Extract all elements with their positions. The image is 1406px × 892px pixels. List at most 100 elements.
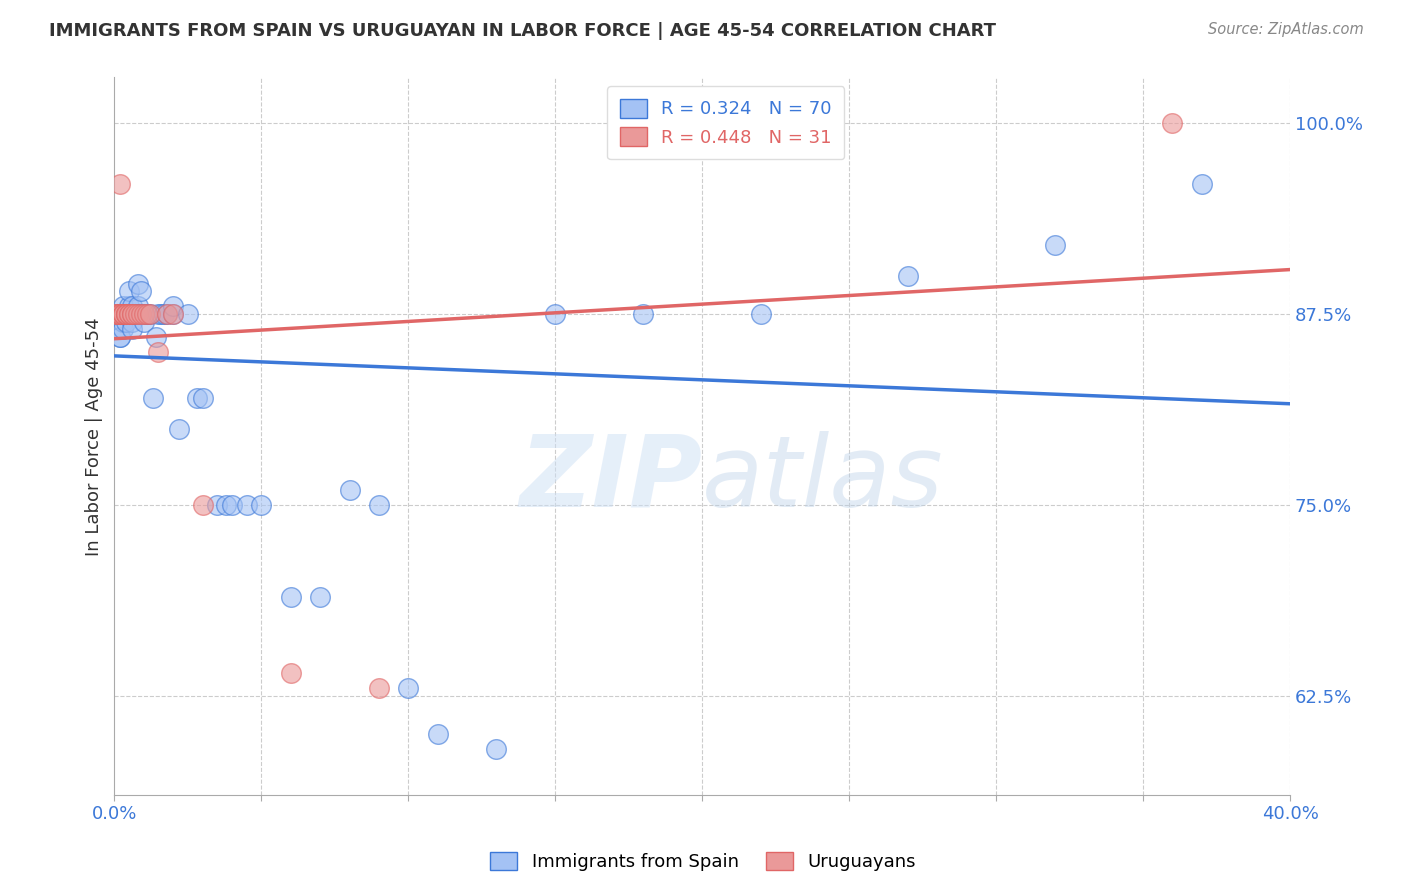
Point — [167, 422, 190, 436]
Point — [115, 307, 138, 321]
Point — [221, 498, 243, 512]
Point — [156, 307, 179, 321]
Point — [118, 300, 141, 314]
Point — [115, 307, 138, 321]
Point — [368, 681, 391, 696]
Point — [121, 315, 143, 329]
Point — [115, 307, 138, 321]
Point — [115, 315, 138, 329]
Point — [112, 307, 135, 321]
Point — [112, 307, 135, 321]
Point — [110, 330, 132, 344]
Point — [127, 307, 149, 321]
Point — [124, 307, 146, 321]
Point — [749, 307, 772, 321]
Point — [127, 277, 149, 291]
Text: IMMIGRANTS FROM SPAIN VS URUGUAYAN IN LABOR FORCE | AGE 45-54 CORRELATION CHART: IMMIGRANTS FROM SPAIN VS URUGUAYAN IN LA… — [49, 22, 997, 40]
Point — [105, 307, 128, 321]
Point — [110, 307, 132, 321]
Text: Source: ZipAtlas.com: Source: ZipAtlas.com — [1208, 22, 1364, 37]
Point — [110, 307, 132, 321]
Point — [135, 307, 157, 321]
Point — [132, 315, 155, 329]
Point — [426, 727, 449, 741]
Point — [112, 307, 135, 321]
Point — [132, 307, 155, 321]
Point — [118, 307, 141, 321]
Y-axis label: In Labor Force | Age 45-54: In Labor Force | Age 45-54 — [86, 317, 103, 556]
Point — [186, 391, 208, 405]
Point — [145, 330, 167, 344]
Point — [148, 345, 170, 359]
Point — [162, 307, 184, 321]
Point — [1161, 116, 1184, 130]
Point — [110, 307, 132, 321]
Legend: Immigrants from Spain, Uruguayans: Immigrants from Spain, Uruguayans — [482, 845, 924, 879]
Point — [544, 307, 567, 321]
Point — [124, 307, 146, 321]
Point — [280, 665, 302, 680]
Point — [110, 330, 132, 344]
Point — [138, 307, 160, 321]
Point — [339, 483, 361, 497]
Point — [115, 307, 138, 321]
Point — [132, 307, 155, 321]
Point — [368, 498, 391, 512]
Point — [124, 307, 146, 321]
Point — [235, 498, 257, 512]
Point — [633, 307, 655, 321]
Point — [129, 307, 152, 321]
Point — [112, 307, 135, 321]
Point — [280, 590, 302, 604]
Point — [150, 307, 173, 321]
Point — [115, 307, 138, 321]
Point — [897, 268, 920, 283]
Point — [207, 498, 229, 512]
Point — [118, 307, 141, 321]
Point — [121, 307, 143, 321]
Point — [309, 590, 332, 604]
Point — [215, 498, 238, 512]
Point — [121, 322, 143, 336]
Point — [124, 307, 146, 321]
Point — [105, 307, 128, 321]
Point — [1043, 238, 1066, 252]
Point — [112, 322, 135, 336]
Point — [153, 307, 176, 321]
Legend: R = 0.324   N = 70, R = 0.448   N = 31: R = 0.324 N = 70, R = 0.448 N = 31 — [607, 87, 845, 160]
Point — [105, 307, 128, 321]
Point — [121, 300, 143, 314]
Point — [115, 307, 138, 321]
Point — [112, 307, 135, 321]
Text: ZIP: ZIP — [519, 431, 702, 528]
Point — [250, 498, 273, 512]
Point — [105, 307, 128, 321]
Point — [127, 307, 149, 321]
Point — [112, 307, 135, 321]
Point — [110, 178, 132, 192]
Point — [110, 307, 132, 321]
Point — [105, 307, 128, 321]
Point — [162, 307, 184, 321]
Point — [485, 742, 508, 756]
Text: atlas: atlas — [702, 431, 943, 528]
Point — [118, 307, 141, 321]
Point — [105, 307, 128, 321]
Point — [177, 307, 200, 321]
Point — [1191, 178, 1213, 192]
Point — [121, 307, 143, 321]
Point — [191, 498, 214, 512]
Point — [127, 300, 149, 314]
Point — [156, 307, 179, 321]
Point — [112, 300, 135, 314]
Point — [110, 307, 132, 321]
Point — [191, 391, 214, 405]
Point — [162, 300, 184, 314]
Point — [142, 391, 165, 405]
Point — [138, 307, 160, 321]
Point — [112, 307, 135, 321]
Point — [148, 307, 170, 321]
Point — [112, 315, 135, 329]
Point — [129, 284, 152, 298]
Point — [396, 681, 419, 696]
